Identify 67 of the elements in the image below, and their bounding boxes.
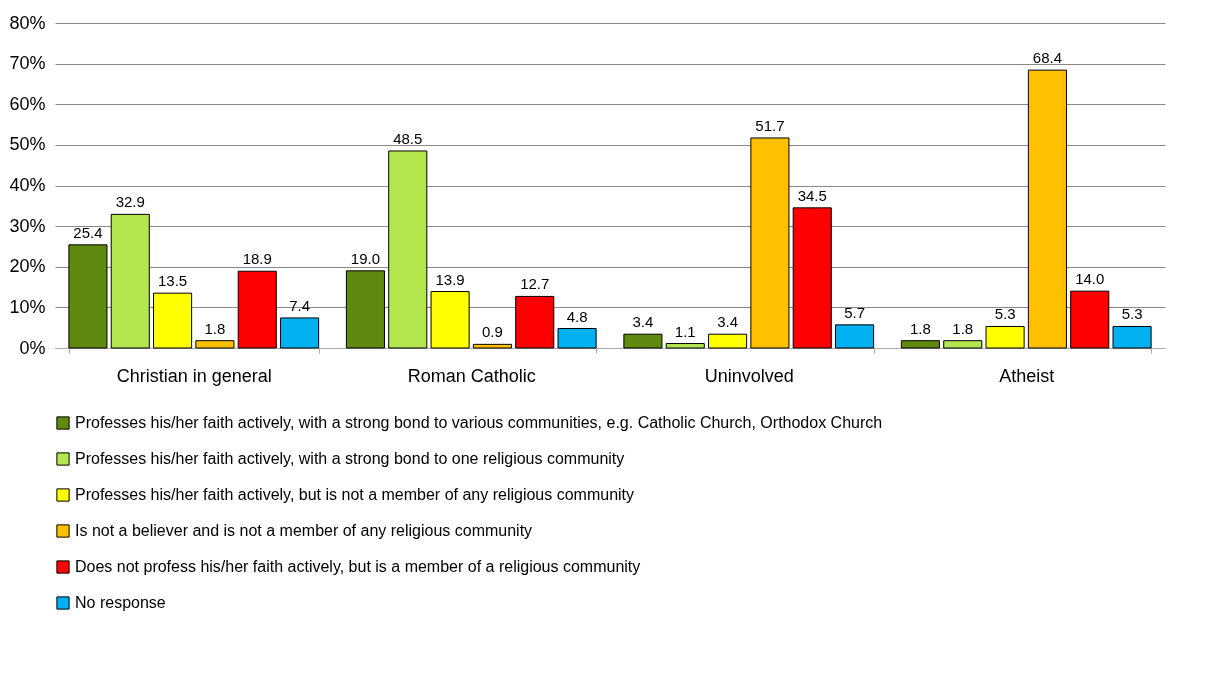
data-label: 14.0: [1075, 270, 1105, 288]
data-label: 51.7: [755, 116, 785, 134]
data-label: 13.9: [435, 270, 465, 288]
legend-label: Professes his/her faith actively, with a strong bond to one religious community: [75, 450, 625, 467]
y-tick-label: 10%: [9, 296, 46, 317]
data-label: 5.3: [994, 305, 1016, 323]
data-label: 0.9: [481, 323, 503, 341]
bar: [750, 137, 790, 349]
bar: [237, 270, 277, 349]
data-label: 12.7: [520, 275, 550, 293]
data-label: 1.8: [909, 319, 931, 337]
bar: [943, 340, 983, 349]
y-tick-label: 50%: [9, 134, 46, 155]
data-label: 13.5: [157, 272, 188, 290]
bar: [345, 270, 385, 349]
y-tick-label: 40%: [9, 175, 46, 195]
y-tick-label: 80%: [9, 12, 46, 33]
bar: [792, 207, 832, 349]
bar: [430, 291, 470, 349]
bar: [985, 325, 1025, 349]
bar: [557, 328, 597, 349]
x-tick-label: Uninvolved: [704, 365, 794, 386]
data-label: 32.9: [115, 193, 145, 211]
bar: [68, 244, 108, 349]
data-label: 25.4: [73, 223, 103, 241]
bar: [623, 333, 663, 349]
bar: [1027, 69, 1067, 349]
bar: [1070, 290, 1110, 349]
bar: [388, 150, 428, 349]
bar: [110, 213, 150, 349]
bar: [195, 340, 235, 349]
y-tick-label: 70%: [9, 53, 46, 74]
legend-label: No response: [75, 594, 166, 611]
y-tick-label: 60%: [9, 93, 46, 114]
bar: [472, 343, 512, 349]
data-label: 18.9: [242, 250, 272, 268]
bar: [1112, 325, 1152, 349]
data-label: 1.8: [952, 319, 974, 337]
data-label: 1.1: [674, 322, 696, 340]
data-label: 19.0: [350, 249, 381, 267]
bar: [665, 343, 705, 349]
data-label: 5.3: [1121, 305, 1143, 323]
legend-label: Professes his/her faith actively, with a strong bond to various communities, e.g. Catholic Church, Orthodox Church: [75, 414, 883, 431]
data-label: 3.4: [632, 313, 654, 331]
legend-label: Is not a believer and is not a member of any religious community: [75, 522, 533, 539]
data-label: 5.7: [844, 303, 866, 321]
x-tick-label: Atheist: [999, 365, 1055, 386]
bar: [835, 324, 875, 349]
bar: [900, 340, 940, 349]
legend-label: Does not profess his/her faith actively, but is a member of a religious community: [75, 558, 641, 575]
legend-label: Professes his/her faith actively, but is not a member of any religious community: [75, 486, 635, 503]
data-label: 48.5: [393, 129, 423, 147]
data-label: 3.4: [717, 313, 739, 331]
data-label: 1.8: [204, 319, 226, 337]
bar: [708, 333, 748, 349]
y-tick-label: 0%: [19, 337, 46, 358]
bar: [515, 295, 555, 349]
x-tick-label: Roman Catholic: [407, 365, 536, 386]
bar: [153, 292, 193, 349]
data-label: 34.5: [797, 186, 827, 204]
y-tick-label: 20%: [9, 256, 46, 277]
bar: [280, 317, 320, 349]
data-label: 4.8: [566, 307, 588, 325]
y-tick-label: 30%: [9, 215, 46, 236]
x-tick-label: Christian in general: [116, 365, 272, 386]
data-label: 7.4: [289, 296, 311, 314]
data-label: 68.4: [1032, 49, 1063, 67]
